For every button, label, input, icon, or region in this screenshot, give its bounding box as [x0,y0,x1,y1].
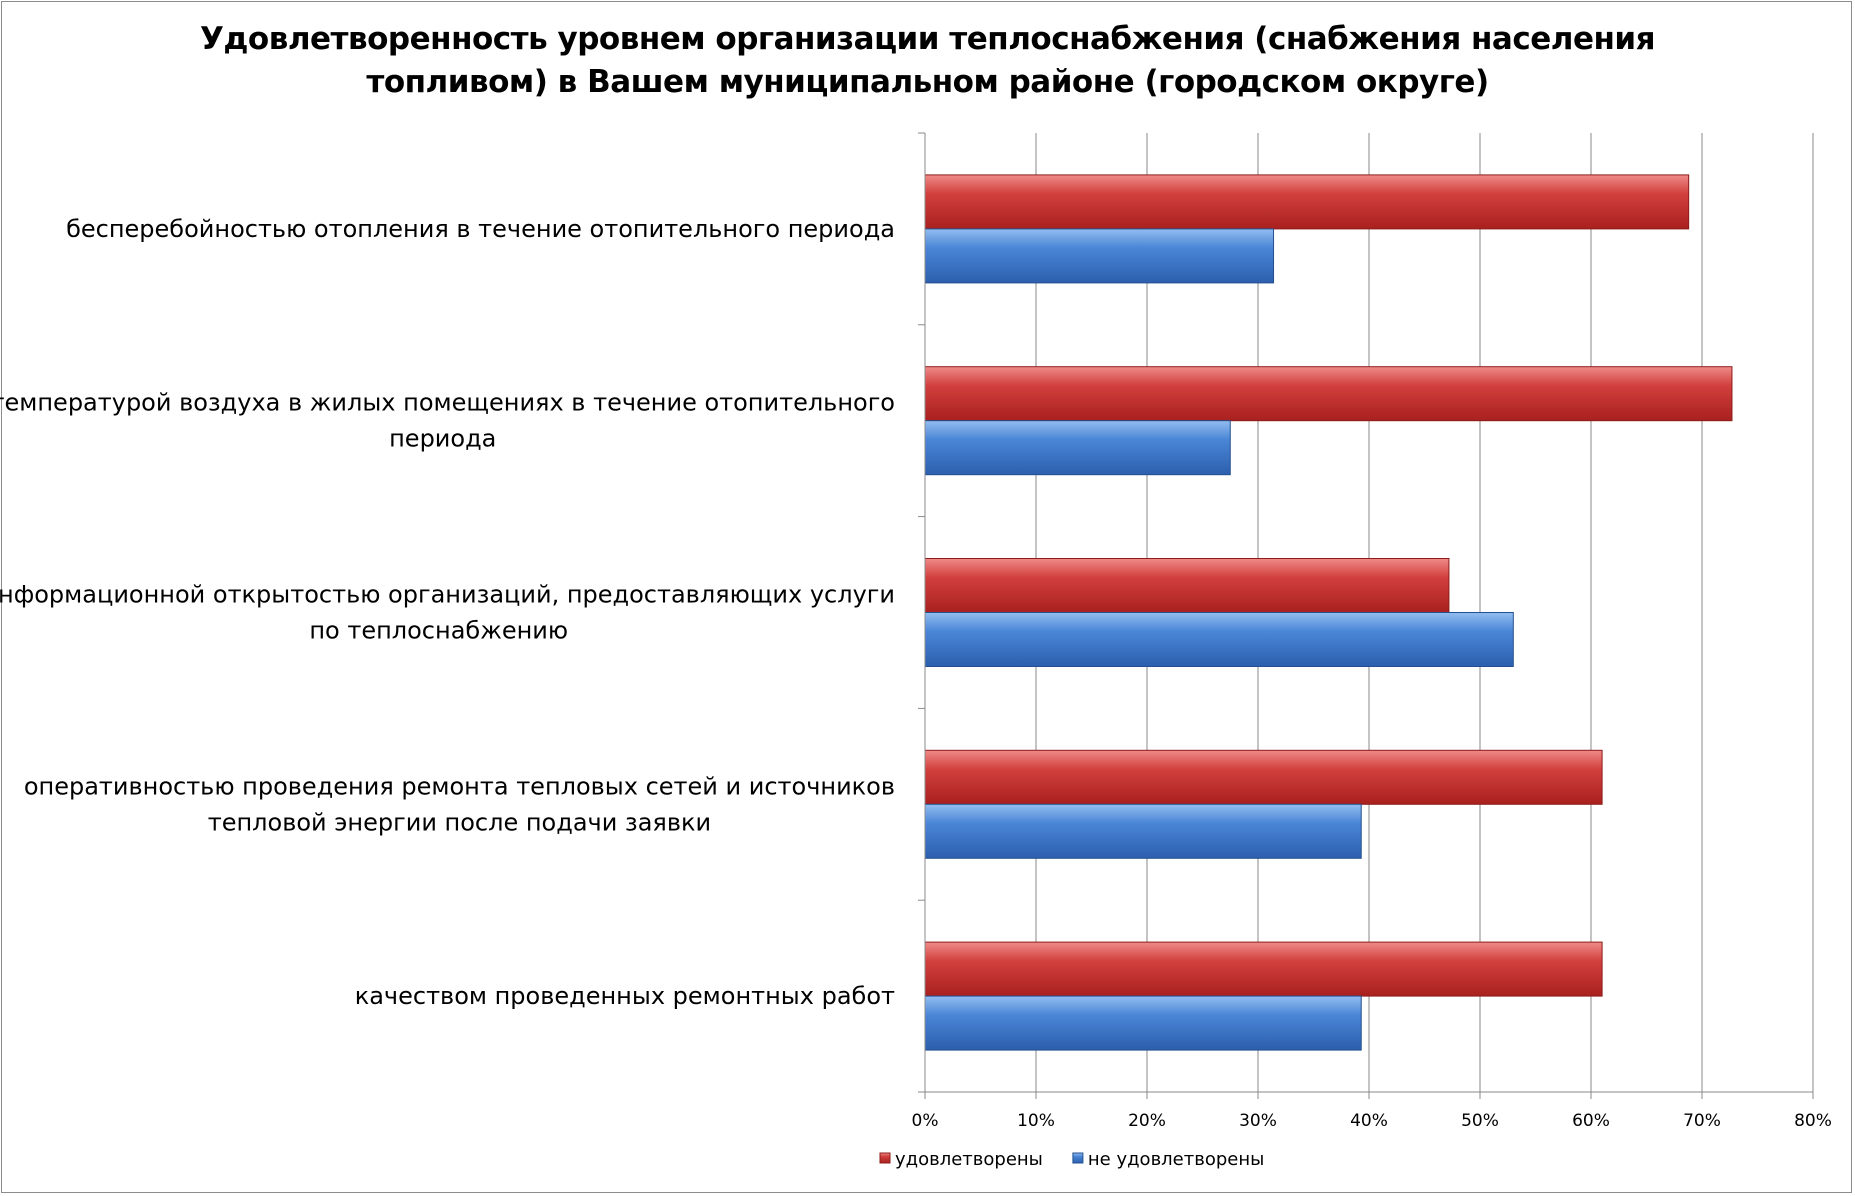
x-tick-label: 0% [912,1111,939,1131]
category-label: по теплоснабжению [309,617,568,645]
category-labels: бесперебойностью отопления в течение ото… [0,215,895,1010]
category-label: тепловой энергии после подачи заявки [208,808,711,836]
bar-not-satisfied [924,803,1362,859]
bar-satisfied [924,174,1690,230]
category-label: температурой воздуха в жилых помещениях … [0,389,895,417]
x-tick-label: 20% [1128,1111,1166,1131]
x-tick-labels: 0% 10% 20% 30% 40% 50% 60% 70% 80% [912,1111,1832,1131]
legend: удовлетворены не удовлетворены [879,1149,1264,1170]
category-label: информационной открытостью организаций, … [0,581,895,609]
category-label: оперативностью проведения ремонта теплов… [24,772,895,800]
legend-swatch [879,1152,891,1164]
bar-not-satisfied [924,612,1514,667]
chart-title-line-2: топливом) в Вашем муниципальном районе (… [366,64,1489,100]
x-tick-label: 60% [1572,1111,1610,1131]
x-tick-label: 10% [1017,1111,1055,1131]
bar-satisfied [924,749,1603,805]
bar-not-satisfied [924,995,1362,1051]
x-tick-label: 30% [1239,1111,1277,1131]
x-tick-label: 70% [1683,1111,1721,1131]
legend-label: не удовлетворены [1088,1149,1264,1170]
bar-satisfied [924,558,1450,613]
x-tick-label: 50% [1461,1111,1499,1131]
category-label: периода [389,425,496,453]
category-label: качеством проведенных ремонтных работ [355,982,895,1010]
x-tick-label: 40% [1350,1111,1388,1131]
chart-title-line-1: Удовлетворенность уровнем организации те… [199,21,1656,57]
bar-satisfied [924,941,1603,997]
x-tick-label: 80% [1794,1111,1832,1131]
bar-not-satisfied [924,228,1275,284]
bars [924,174,1733,1051]
legend-label: удовлетворены [895,1149,1043,1170]
axes [918,132,1814,1099]
bar-satisfied [924,366,1733,422]
bar-not-satisfied [924,420,1231,476]
chart-title: Удовлетворенность уровнем организации те… [0,18,1855,104]
legend-swatch [1072,1152,1084,1164]
category-label: бесперебойностью отопления в течение ото… [66,215,895,243]
